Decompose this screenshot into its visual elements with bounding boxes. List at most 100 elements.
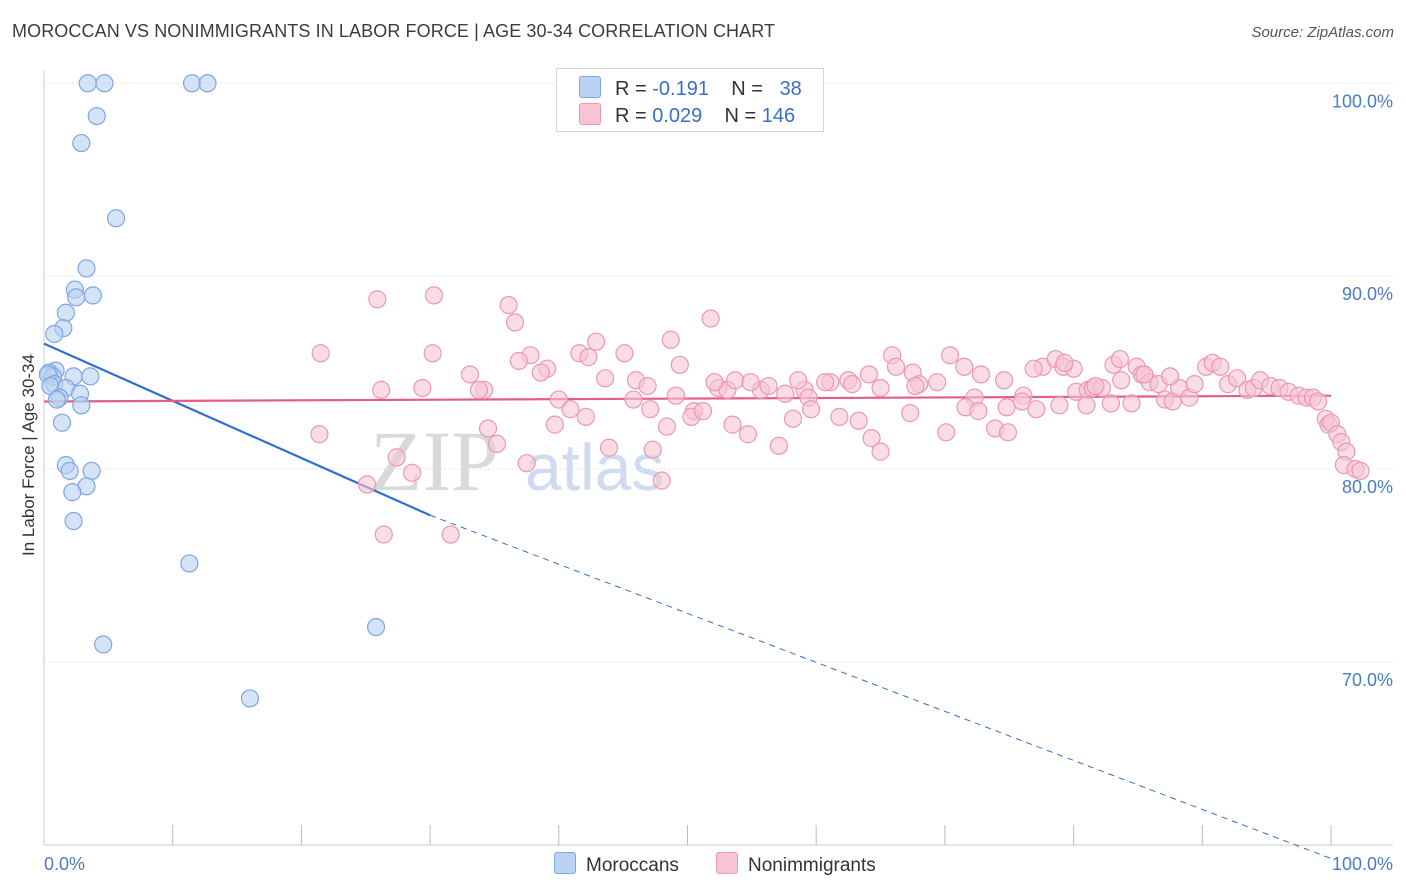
point-nonimmigrants: [657, 417, 677, 436]
point-nonimmigrants: [413, 378, 432, 398]
point-nonimmigrants: [997, 398, 1016, 417]
point-nonimmigrants: [545, 415, 565, 434]
point-nonimmigrants: [487, 434, 507, 453]
y-tick-label: 90.0%: [1342, 284, 1393, 304]
point-moroccans: [78, 74, 97, 93]
point-moroccans: [366, 617, 386, 637]
watermark-atlas: atlas: [525, 430, 664, 504]
point-nonimmigrants: [1101, 394, 1121, 413]
point-nonimmigrants: [531, 363, 550, 382]
gridlines: [44, 82, 1393, 663]
point-moroccans: [45, 324, 64, 344]
point-moroccans: [81, 367, 100, 386]
r-label: R =: [615, 105, 647, 127]
point-nonimmigrants: [776, 384, 795, 403]
point-nonimmigrants: [596, 369, 615, 388]
point-nonimmigrants: [1077, 396, 1096, 415]
point-nonimmigrants: [1013, 392, 1032, 411]
point-nonimmigrants: [1161, 367, 1180, 386]
legend-row-nonimmigrants: R = 0.029 N = 146: [579, 103, 795, 127]
legend-label-nonimmigrants: Nonimmigrants: [748, 855, 876, 876]
point-moroccans: [72, 396, 91, 415]
point-nonimmigrants: [661, 330, 680, 349]
point-moroccans: [64, 511, 83, 531]
point-moroccans: [106, 209, 126, 228]
data-points: [38, 74, 1370, 708]
point-nonimmigrants: [1185, 375, 1204, 394]
point-nonimmigrants: [549, 390, 568, 409]
point-nonimmigrants: [310, 425, 329, 444]
point-nonimmigrants: [1112, 371, 1131, 390]
point-nonimmigrants: [666, 386, 686, 405]
point-nonimmigrants: [789, 371, 808, 390]
point-moroccans: [182, 74, 202, 93]
point-nonimmigrants: [886, 357, 906, 376]
point-nonimmigrants: [1351, 461, 1370, 480]
swatch-moroccans: [579, 76, 601, 98]
point-moroccans: [240, 689, 260, 708]
point-nonimmigrants: [843, 375, 862, 394]
n-value-moroccans: 38: [779, 78, 802, 100]
point-moroccans: [77, 259, 96, 278]
point-nonimmigrants: [940, 346, 960, 365]
point-nonimmigrants: [423, 344, 442, 363]
point-nonimmigrants: [517, 454, 536, 473]
point-nonimmigrants: [701, 309, 720, 328]
point-nonimmigrants: [441, 525, 460, 544]
point-nonimmigrants: [1110, 349, 1130, 369]
point-nonimmigrants: [862, 429, 881, 448]
point-nonimmigrants: [741, 373, 760, 392]
point-nonimmigrants: [641, 400, 660, 419]
legend-row-moroccans: R = -0.191 N = 38: [579, 76, 802, 100]
point-nonimmigrants: [579, 348, 598, 367]
point-nonimmigrants: [816, 373, 835, 392]
legend-label-moroccans: Moroccans: [586, 855, 679, 876]
correlation-legend: R = -0.191 N = 38 R = 0.029 N = 146: [556, 68, 824, 132]
point-nonimmigrants: [830, 407, 849, 426]
source-label: Source: ZipAtlas.com: [1251, 24, 1394, 41]
point-nonimmigrants: [937, 423, 956, 442]
point-nonimmigrants: [738, 425, 758, 444]
n-label: N =: [724, 105, 757, 127]
point-nonimmigrants: [1086, 376, 1105, 396]
y-tick-label: 80.0%: [1342, 477, 1393, 497]
swatch-moroccans-bottom: [554, 852, 576, 874]
point-nonimmigrants: [928, 373, 947, 392]
point-moroccans: [95, 74, 114, 93]
axis-labels: 70.0% 80.0% 90.0% 100.0% 0.0% 100.0% In Labor …: [19, 91, 1393, 874]
point-nonimmigrants: [311, 344, 330, 363]
point-nonimmigrants: [723, 415, 742, 434]
y-tick-label: 70.0%: [1342, 670, 1393, 690]
n-value-nonimmigrants: 146: [761, 105, 796, 127]
point-nonimmigrants: [1050, 396, 1069, 415]
point-nonimmigrants: [705, 373, 724, 392]
point-moroccans: [180, 554, 199, 573]
point-nonimmigrants: [368, 290, 387, 309]
y-axis-label: In Labor Force | Age 30-34: [19, 354, 38, 556]
point-moroccans: [87, 106, 106, 126]
point-nonimmigrants: [859, 365, 879, 384]
point-nonimmigrants: [1027, 400, 1046, 419]
point-nonimmigrants: [469, 380, 489, 399]
point-nonimmigrants: [955, 357, 974, 376]
point-moroccans: [67, 288, 86, 307]
point-nonimmigrants: [693, 402, 713, 421]
point-nonimmigrants: [387, 448, 406, 467]
r-value-moroccans: -0.191: [652, 78, 709, 100]
point-nonimmigrants: [906, 376, 925, 396]
swatch-nonimmigrants: [579, 103, 601, 125]
point-nonimmigrants: [374, 525, 393, 544]
point-nonimmigrants: [638, 376, 657, 396]
point-nonimmigrants: [759, 376, 778, 396]
x-tick-label-min: 0.0%: [44, 854, 85, 874]
point-moroccans: [198, 74, 217, 93]
swatch-nonimmigrants-bottom: [716, 852, 738, 874]
point-nonimmigrants: [599, 438, 619, 457]
chart-title: MOROCCAN VS NONIMMIGRANTS IN LABOR FORCE…: [12, 21, 776, 41]
point-nonimmigrants: [969, 402, 988, 421]
point-nonimmigrants: [643, 440, 662, 459]
point-nonimmigrants: [402, 463, 422, 482]
point-nonimmigrants: [1211, 357, 1230, 376]
point-nonimmigrants: [499, 295, 518, 315]
